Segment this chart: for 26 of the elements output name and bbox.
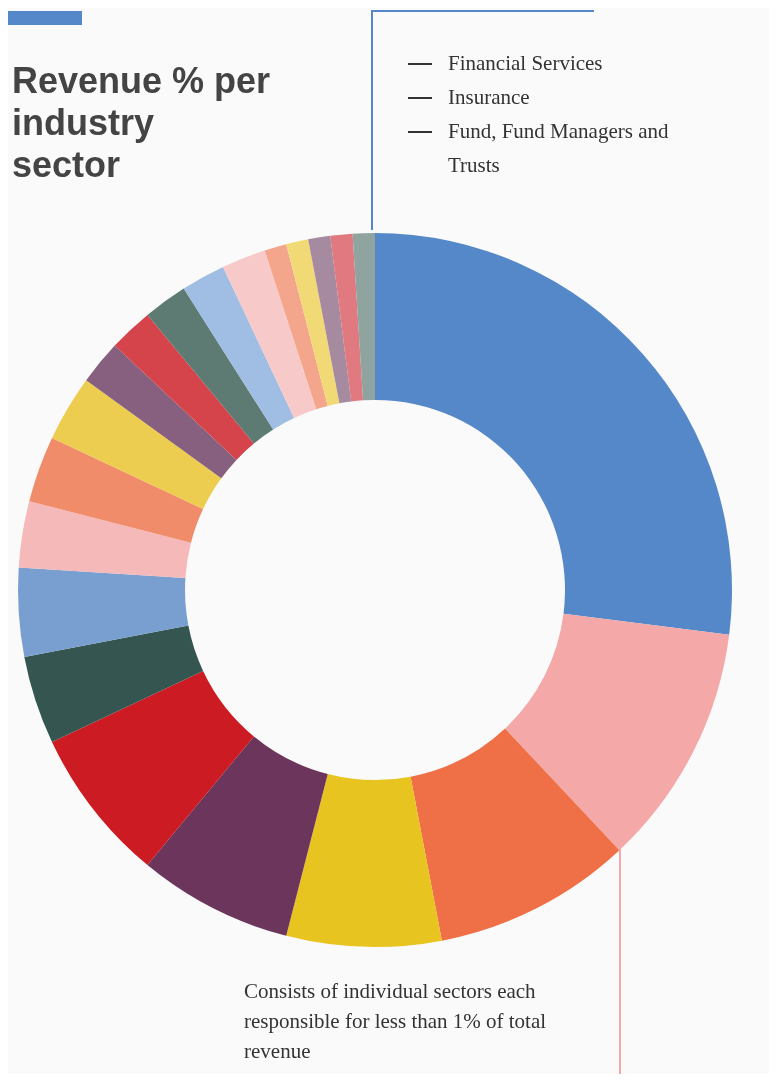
chart-title: Revenue % per industry sector (12, 60, 272, 186)
donut-slice (51, 670, 254, 866)
donut-slice (114, 314, 254, 460)
donut-slice (147, 736, 328, 936)
donut-slice (51, 380, 222, 510)
donut-slice (505, 613, 730, 851)
donut-slice (29, 438, 204, 543)
text: Financial Services (448, 50, 604, 77)
text: Consists of individual sectors each responsible for less than 1% of total revenue (244, 978, 548, 1065)
donut-slice (410, 728, 620, 941)
donut-slice (286, 774, 442, 947)
donut-slice (183, 266, 295, 430)
donut-slice (86, 345, 237, 479)
donut-slice (352, 233, 375, 401)
donut-slice (147, 288, 274, 444)
text: Fund, Fund Managers and Trusts (448, 118, 670, 179)
donut-slice (286, 239, 340, 406)
text: Insurance (448, 84, 531, 111)
donut-slice (330, 233, 364, 402)
donut-slice (223, 250, 317, 419)
donut-slice (18, 501, 191, 579)
donut-slice (375, 233, 732, 635)
donut-slice (308, 235, 352, 404)
donut-slice (24, 625, 204, 742)
donut-slice (18, 567, 189, 657)
donut-slice (264, 244, 328, 410)
